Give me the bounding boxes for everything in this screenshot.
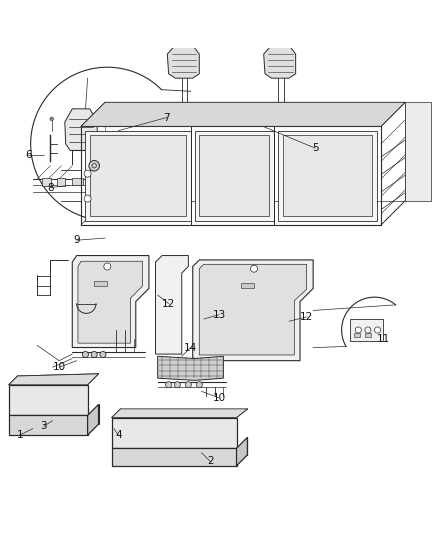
Polygon shape bbox=[283, 135, 372, 216]
Text: 14: 14 bbox=[184, 343, 197, 352]
Polygon shape bbox=[9, 374, 99, 385]
Text: 11: 11 bbox=[377, 334, 390, 344]
Text: 4: 4 bbox=[115, 430, 122, 440]
Polygon shape bbox=[158, 356, 223, 381]
Polygon shape bbox=[9, 385, 88, 415]
Text: 1: 1 bbox=[16, 430, 23, 440]
Text: 13: 13 bbox=[212, 310, 226, 320]
Polygon shape bbox=[88, 405, 99, 435]
Polygon shape bbox=[112, 448, 237, 466]
Polygon shape bbox=[167, 45, 199, 78]
Polygon shape bbox=[405, 102, 431, 201]
Circle shape bbox=[91, 351, 97, 358]
Circle shape bbox=[104, 263, 111, 270]
Circle shape bbox=[84, 170, 91, 177]
Circle shape bbox=[50, 117, 53, 120]
Polygon shape bbox=[78, 261, 142, 343]
Polygon shape bbox=[278, 131, 377, 221]
Bar bbox=[72, 177, 83, 184]
Bar bbox=[42, 177, 51, 187]
Bar bbox=[365, 333, 371, 337]
Polygon shape bbox=[264, 45, 296, 78]
Circle shape bbox=[196, 382, 202, 388]
Circle shape bbox=[374, 327, 381, 333]
Circle shape bbox=[82, 351, 88, 358]
Text: 12: 12 bbox=[300, 312, 313, 322]
Polygon shape bbox=[237, 437, 247, 466]
Circle shape bbox=[89, 160, 99, 171]
Polygon shape bbox=[199, 135, 269, 216]
Text: 2: 2 bbox=[207, 456, 214, 466]
Circle shape bbox=[92, 164, 96, 168]
Circle shape bbox=[365, 327, 371, 333]
Circle shape bbox=[251, 265, 258, 272]
Text: 3: 3 bbox=[40, 422, 47, 431]
Circle shape bbox=[100, 351, 106, 358]
Bar bbox=[94, 281, 107, 286]
Text: 9: 9 bbox=[73, 235, 80, 245]
Text: 5: 5 bbox=[312, 143, 319, 154]
Polygon shape bbox=[195, 131, 274, 221]
Circle shape bbox=[84, 195, 91, 202]
Text: 8: 8 bbox=[47, 183, 54, 192]
Text: 10: 10 bbox=[53, 362, 66, 372]
Bar bbox=[354, 333, 360, 337]
Text: 12: 12 bbox=[162, 298, 175, 309]
Circle shape bbox=[174, 382, 180, 388]
Circle shape bbox=[185, 382, 191, 388]
Bar bbox=[241, 283, 254, 288]
Text: 10: 10 bbox=[212, 393, 226, 403]
Polygon shape bbox=[81, 102, 405, 126]
Bar bbox=[350, 319, 383, 341]
Polygon shape bbox=[193, 260, 313, 361]
Polygon shape bbox=[112, 418, 237, 448]
Text: 6: 6 bbox=[25, 150, 32, 160]
Text: 7: 7 bbox=[163, 112, 170, 123]
Circle shape bbox=[355, 327, 361, 333]
Polygon shape bbox=[9, 415, 88, 435]
Polygon shape bbox=[72, 255, 149, 348]
Polygon shape bbox=[65, 109, 97, 150]
Circle shape bbox=[166, 382, 172, 388]
Bar bbox=[57, 177, 65, 187]
Polygon shape bbox=[199, 264, 307, 355]
Polygon shape bbox=[90, 135, 186, 216]
Polygon shape bbox=[155, 255, 188, 354]
Polygon shape bbox=[85, 131, 191, 221]
Polygon shape bbox=[112, 409, 247, 418]
